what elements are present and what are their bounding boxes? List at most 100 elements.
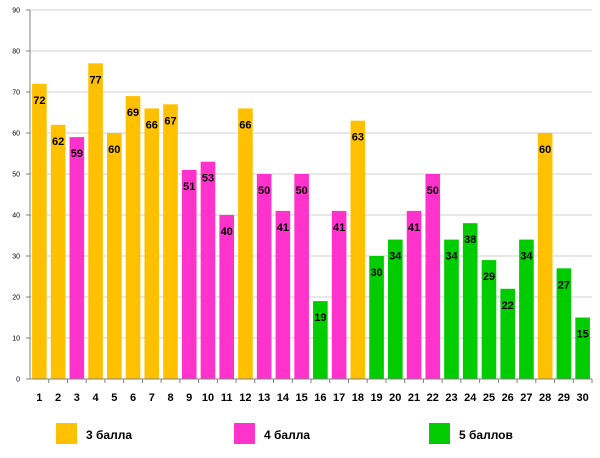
bar	[575, 317, 590, 379]
bar	[500, 288, 516, 379]
bar	[238, 108, 253, 380]
x-tick-label: 25	[483, 392, 495, 404]
x-tick-label: 12	[239, 392, 251, 404]
data-label: 51	[183, 181, 195, 193]
legend-swatch	[429, 423, 450, 444]
x-tick-label: 4	[93, 392, 100, 404]
bar	[331, 210, 347, 379]
bar	[163, 104, 178, 380]
x-tick-label: 29	[558, 392, 570, 404]
y-tick-label: 20	[12, 295, 20, 302]
y-tick-label: 50	[12, 172, 20, 179]
bar	[32, 83, 47, 380]
x-tick-label: 9	[186, 392, 192, 404]
x-tick-label: 23	[445, 392, 457, 404]
bar	[294, 174, 309, 379]
data-label: 34	[520, 251, 533, 263]
x-tick-label: 15	[296, 392, 308, 404]
x-tick-label: 28	[539, 392, 551, 404]
x-tick-label: 21	[408, 392, 420, 404]
x-tick-label: 8	[167, 392, 173, 404]
x-tick-label: 2	[55, 392, 61, 404]
legend: 3 балла 4 балла 5 баллов	[56, 423, 513, 444]
y-axis-ticks: 0 10 20 30 40 50 60 70 80 90	[12, 8, 30, 384]
data-label: 22	[502, 300, 514, 312]
data-label: 19	[314, 312, 326, 324]
x-tick-label: 26	[502, 392, 514, 404]
data-label: 62	[52, 136, 64, 148]
bar	[425, 174, 441, 379]
x-tick-label: 7	[149, 392, 155, 404]
grid-lines	[30, 9, 592, 339]
bar	[387, 239, 403, 379]
data-label: 15	[577, 329, 589, 341]
data-label: 72	[33, 95, 45, 107]
bar	[219, 215, 235, 379]
data-label: 50	[258, 185, 270, 197]
bar	[519, 239, 534, 379]
x-tick-label: 24	[464, 392, 477, 404]
x-tick-label: 14	[277, 392, 290, 404]
x-tick-label: 22	[427, 392, 439, 404]
data-label: 69	[127, 107, 139, 119]
x-tick-label: 20	[389, 392, 401, 404]
data-label: 66	[239, 119, 251, 131]
data-label: 40	[221, 226, 233, 238]
bar	[181, 169, 197, 379]
x-tick-label: 5	[111, 392, 117, 404]
x-tick-label: 27	[520, 392, 532, 404]
bar	[537, 133, 553, 379]
y-tick-label: 60	[12, 131, 20, 138]
legend-label: 4 балла	[264, 428, 310, 442]
y-tick-label: 10	[12, 336, 20, 343]
data-label: 63	[352, 132, 364, 144]
data-label: 50	[427, 185, 439, 197]
bar	[50, 124, 66, 379]
data-label: 29	[483, 271, 495, 283]
x-tick-label: 17	[333, 392, 345, 404]
data-label: 77	[89, 74, 101, 86]
y-tick-label: 40	[12, 213, 20, 220]
data-label: 60	[539, 144, 551, 156]
y-tick-label: 30	[12, 254, 20, 261]
bar	[462, 223, 478, 379]
x-axis-ticks: 1 2 3 4 5 6 7 8 9 10 11 12 13 14 15 16 17 18 19 20 21 22 23 24 2…	[36, 379, 593, 404]
data-label: 41	[277, 222, 289, 234]
y-tick-label: 70	[12, 90, 20, 97]
x-tick-label: 30	[577, 392, 589, 404]
y-tick-label: 90	[12, 8, 20, 15]
data-label: 60	[108, 144, 120, 156]
bar	[256, 174, 272, 379]
legend-swatch	[56, 423, 77, 444]
x-tick-label: 1	[36, 392, 42, 404]
x-tick-label: 19	[370, 392, 382, 404]
y-tick-label: 0	[16, 377, 20, 384]
legend-label: 5 баллов	[459, 428, 513, 442]
data-label: 66	[146, 119, 158, 131]
x-tick-label: 16	[314, 392, 326, 404]
bar	[69, 137, 85, 379]
bar	[481, 260, 497, 379]
bar	[125, 96, 141, 379]
data-label: 27	[558, 279, 570, 291]
data-label: 41	[333, 222, 345, 234]
data-label: 34	[445, 251, 458, 263]
x-tick-label: 11	[221, 392, 233, 404]
bar	[275, 210, 291, 379]
bars: 72 62 59 77 60 69 66 67 51 53 40 66 50 41 50 19 41 63 30 34…	[32, 63, 590, 380]
bar	[200, 161, 216, 379]
legend-label: 3 балла	[86, 428, 132, 442]
x-tick-label: 13	[258, 392, 270, 404]
bar	[106, 133, 122, 379]
bar	[88, 63, 103, 380]
data-label: 41	[408, 222, 420, 234]
legend-swatch	[234, 423, 255, 444]
bar	[556, 268, 572, 379]
x-tick-label: 3	[74, 392, 80, 404]
x-tick-label: 6	[130, 392, 136, 404]
data-label: 67	[164, 115, 176, 127]
bar	[350, 120, 366, 379]
data-label: 38	[464, 234, 476, 246]
bar	[406, 210, 422, 379]
